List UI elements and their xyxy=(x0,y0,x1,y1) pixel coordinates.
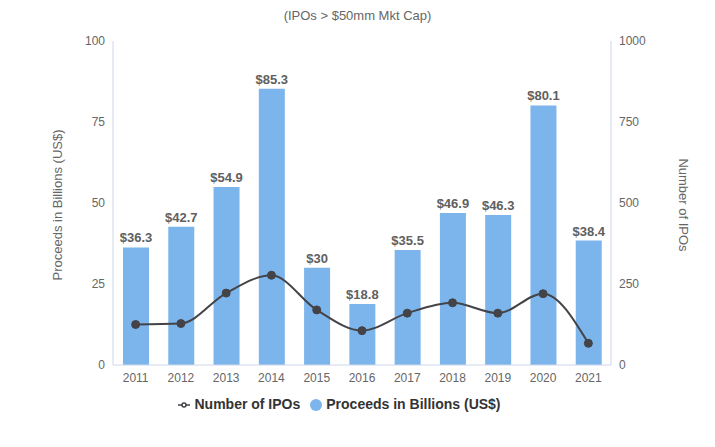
svg-text:2011: 2011 xyxy=(123,371,149,385)
html-text:Proceeds in Billions (US$): Proceeds in Billions (US$) xyxy=(49,129,65,281)
svg-text:$54.9: $54.9 xyxy=(210,170,243,185)
svg-text:750: 750 xyxy=(619,115,639,129)
svg-text:$36.3: $36.3 xyxy=(120,230,153,245)
svg-text:$18.8: $18.8 xyxy=(346,287,379,302)
svg-text:$85.3: $85.3 xyxy=(256,72,289,87)
svg-text:$42.7: $42.7 xyxy=(165,210,198,225)
svg-text:0: 0 xyxy=(619,358,626,372)
svg-text:2016: 2016 xyxy=(349,371,376,385)
svg-text:100: 100 xyxy=(85,34,105,48)
svg-text:75: 75 xyxy=(92,115,106,129)
svg-text:1000: 1000 xyxy=(619,34,646,48)
svg-text:2013: 2013 xyxy=(213,371,240,385)
svg-text:250: 250 xyxy=(619,277,639,291)
svg-text:2021: 2021 xyxy=(575,371,602,385)
svg-text:2012: 2012 xyxy=(168,371,195,385)
svg-text:$46.3: $46.3 xyxy=(482,198,515,213)
svg-text:2018: 2018 xyxy=(439,371,466,385)
svg-text:50: 50 xyxy=(92,196,106,210)
svg-text:$38.4: $38.4 xyxy=(572,224,605,239)
svg-text:2017: 2017 xyxy=(394,371,421,385)
svg-text:500: 500 xyxy=(619,196,639,210)
html-text:(IPOs > $50mm Mkt Cap): (IPOs > $50mm Mkt Cap) xyxy=(283,8,432,23)
html-text:Number of IPOs: Number of IPOs xyxy=(194,396,301,412)
html-text:Number of IPOs: Number of IPOs xyxy=(675,158,691,252)
svg-text:25: 25 xyxy=(92,277,106,291)
svg-text:$80.1: $80.1 xyxy=(527,88,560,103)
svg-text:2015: 2015 xyxy=(303,371,330,385)
svg-text:2019: 2019 xyxy=(484,371,511,385)
svg-text:2014: 2014 xyxy=(258,371,285,385)
svg-text:0: 0 xyxy=(98,358,105,372)
svg-text:$30: $30 xyxy=(306,251,328,266)
html-text:Proceeds in Billions (US$): Proceeds in Billions (US$) xyxy=(326,396,501,412)
svg-text:$46.9: $46.9 xyxy=(437,196,470,211)
svg-text:$35.5: $35.5 xyxy=(391,233,424,248)
svg-text:2020: 2020 xyxy=(530,371,557,385)
